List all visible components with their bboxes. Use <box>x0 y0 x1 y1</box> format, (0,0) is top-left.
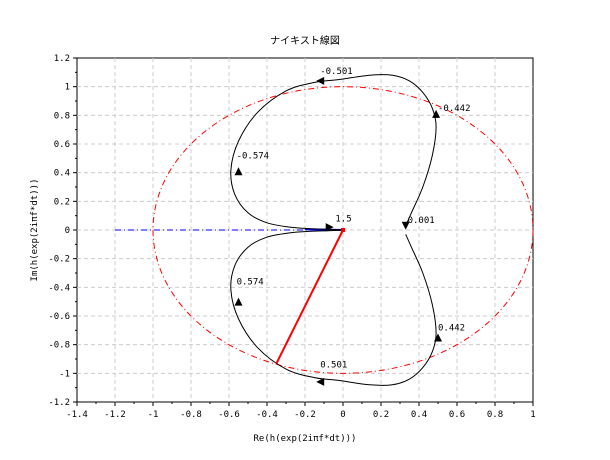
direction-arrow <box>401 221 410 230</box>
y-tick-label: 1.2 <box>54 54 70 64</box>
frequency-label: 0.442 <box>438 323 465 333</box>
y-tick-label: 0.8 <box>54 111 70 121</box>
frequency-vector <box>275 229 344 364</box>
nyquist-curve-upper <box>230 74 437 231</box>
y-tick-label: -1 <box>59 369 70 379</box>
y-tick-label: 0.6 <box>54 140 70 150</box>
y-tick-label: 0 <box>65 226 70 236</box>
frequency-label: -0.574 <box>237 151 270 161</box>
x-tick-label: 0 <box>340 410 345 420</box>
chart-title: ナイキスト線図 <box>270 34 340 47</box>
x-tick-label: 0.6 <box>449 410 465 420</box>
x-tick-label: 0.8 <box>487 410 503 420</box>
frequency-label: 0.001 <box>408 216 435 226</box>
frequency-label: -0.501 <box>320 67 353 77</box>
x-tick-label: -0.4 <box>256 410 278 420</box>
axis-ticks: -1.4 -1.2 -1 -0.8 -0.6 -0.4 -0.2 0 0.2 0.4 0.6 0.8 1… <box>48 54 535 420</box>
direction-arrow <box>316 377 325 386</box>
x-tick-label: -0.6 <box>218 410 240 420</box>
direction-arrow <box>316 76 325 85</box>
direction-arrow <box>234 297 243 306</box>
y-tick-label: -0.2 <box>48 255 70 265</box>
frequency-label: 1.5 <box>335 214 351 224</box>
x-tick-label: -1 <box>148 410 159 420</box>
direction-arrow <box>325 223 334 232</box>
nyquist-curve-lower <box>230 229 437 386</box>
frequency-label: 0.501 <box>320 361 347 371</box>
y-tick-label: -0.6 <box>48 312 70 322</box>
x-tick-label: 0.4 <box>411 410 427 420</box>
x-tick-label: -0.2 <box>294 410 316 420</box>
y-tick-label: -1.2 <box>48 398 70 408</box>
origin-marker <box>341 228 345 232</box>
y-tick-label: 0.4 <box>54 169 70 179</box>
curves-layer <box>230 74 437 386</box>
y-tick-label: 1 <box>65 83 70 93</box>
y-axis-label: Im(h(exp(2iπf*dt))) <box>30 179 40 282</box>
x-tick-label: 0.2 <box>373 410 389 420</box>
x-tick-label: -1.4 <box>66 410 88 420</box>
y-tick-label: -0.8 <box>48 341 70 351</box>
x-tick-label: -0.8 <box>180 410 202 420</box>
x-axis-label: Re(h(exp(2iπf*dt))) <box>254 434 357 444</box>
unit-circle <box>152 86 534 374</box>
frequency-label: 0.574 <box>237 277 264 287</box>
marks-layer: -0.501 -0.442 -0.574 0.001 1.5 0.574 0.442 0.50… <box>234 67 471 386</box>
direction-arrow <box>432 109 441 118</box>
y-tick-label: -0.4 <box>48 283 70 293</box>
x-tick-label: 1 <box>530 410 535 420</box>
x-tick-label: -1.2 <box>104 410 126 420</box>
y-tick-label: 0.2 <box>54 197 70 207</box>
direction-arrow <box>234 167 243 176</box>
frequency-label: -0.442 <box>438 104 471 114</box>
direction-arrow <box>434 333 442 342</box>
